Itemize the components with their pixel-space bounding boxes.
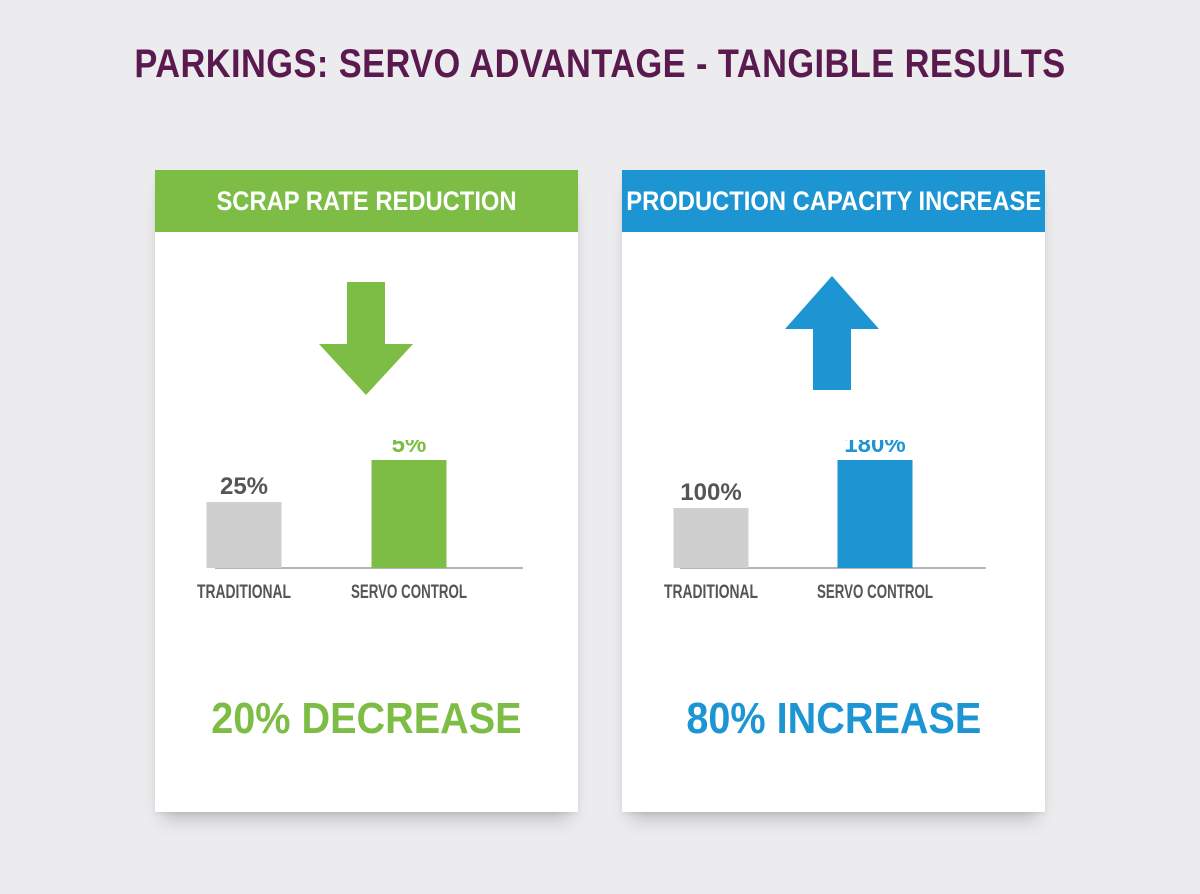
production-capacity-chart: 100% TRADITIONAL 180% SERVO CONTROL (664, 440, 986, 603)
data-label-servo-control: 180% (844, 440, 905, 458)
scrap-rate-result: 20% DECREASE (155, 694, 578, 744)
production-capacity-header-label: PRODUCTION CAPACITY INCREASE (626, 185, 1041, 216)
category-label-servo-control: SERVO CONTROL (817, 582, 933, 603)
category-label-traditional: TRADITIONAL (664, 582, 758, 603)
data-label-servo-control: 5% (392, 440, 427, 458)
bar-traditional (206, 502, 282, 568)
production-capacity-result-text: 80% INCREASE (686, 694, 981, 743)
data-label-traditional: 25% (220, 473, 268, 500)
arrow-down-icon (319, 282, 413, 395)
production-capacity-card: PRODUCTION CAPACITY INCREASE 100% TRADITI… (622, 170, 1045, 812)
scrap-rate-card: SCRAP RATE REDUCTION 25% TRADITIONAL 5% SER… (155, 170, 578, 812)
bar-servo-control (837, 460, 913, 568)
page-title: PARKINGS: SERVO ADVANTAGE - TANGIBLE RES… (134, 42, 1066, 86)
scrap-rate-result-text: 20% DECREASE (211, 694, 522, 743)
scrap-rate-chart: 25% TRADITIONAL 5% SERVO CONTROL (197, 440, 523, 603)
category-label-traditional: TRADITIONAL (197, 582, 291, 603)
arrow-up-icon (785, 276, 879, 390)
production-capacity-result: 80% INCREASE (622, 694, 1045, 744)
scrap-rate-header-label: SCRAP RATE REDUCTION (216, 185, 517, 216)
scrap-rate-header: SCRAP RATE REDUCTION (155, 170, 578, 232)
category-label-servo-control: SERVO CONTROL (351, 582, 467, 603)
bar-servo-control (371, 460, 447, 568)
bar-traditional (673, 508, 749, 568)
production-capacity-header: PRODUCTION CAPACITY INCREASE (622, 170, 1045, 232)
data-label-traditional: 100% (680, 479, 741, 506)
